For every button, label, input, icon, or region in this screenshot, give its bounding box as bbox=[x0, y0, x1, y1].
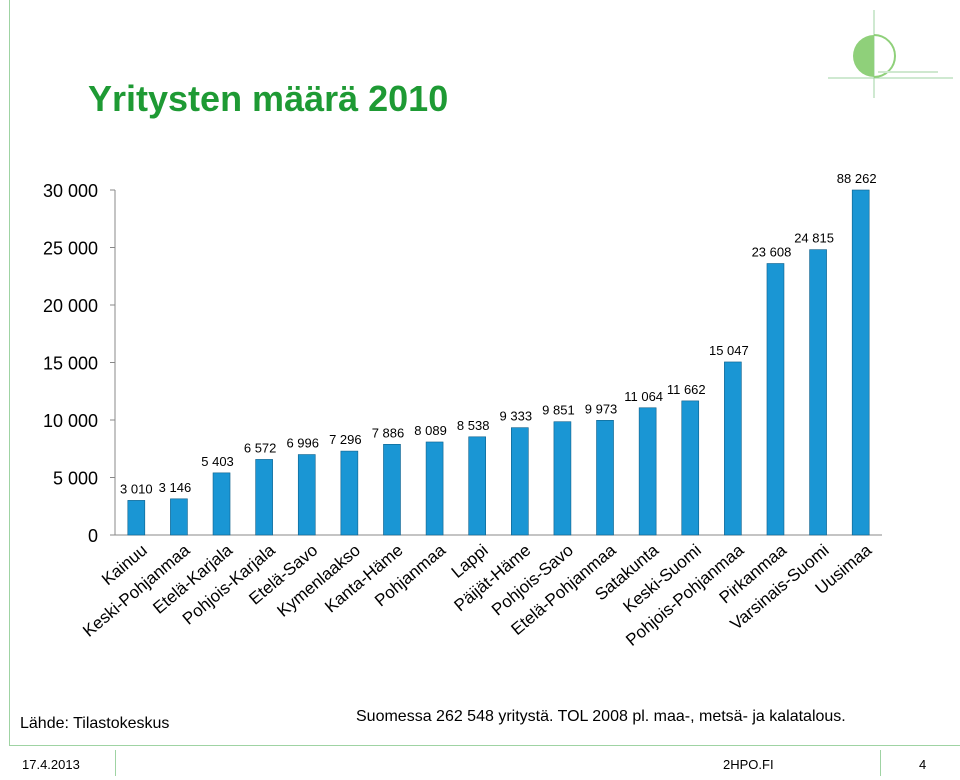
bar bbox=[255, 459, 273, 536]
bar-value-label: 7 296 bbox=[329, 432, 362, 447]
bar-value-label: 15 047 bbox=[709, 343, 749, 358]
bar-value-label: 5 403 bbox=[201, 454, 234, 469]
bar-value-label: 3 146 bbox=[159, 480, 192, 495]
bar-value-label: 11 064 bbox=[624, 389, 663, 404]
bar-value-label: 8 538 bbox=[457, 418, 490, 433]
bar bbox=[340, 450, 359, 536]
bar bbox=[212, 472, 231, 536]
y-tick-label: 20 000 bbox=[43, 296, 98, 316]
bar-value-label: 8 089 bbox=[414, 423, 447, 438]
y-tick-label: 5 000 bbox=[53, 469, 98, 489]
company-logo bbox=[828, 10, 953, 98]
bar bbox=[596, 420, 614, 536]
bar bbox=[724, 361, 742, 536]
bar-value-label: 3 010 bbox=[120, 481, 153, 496]
slide-frame-bottom bbox=[9, 745, 960, 746]
bar-value-label: 24 815 bbox=[794, 231, 834, 246]
bar-value-label: 9 851 bbox=[542, 403, 575, 418]
bar-value-label: 6 572 bbox=[244, 440, 277, 455]
slide-title: Yritysten määrä 2010 bbox=[88, 78, 449, 119]
y-tick-label: 0 bbox=[88, 526, 98, 546]
bar bbox=[425, 441, 444, 536]
bar-chart: 0 5 000 10 000 15 000 20 000 25 000 30 000 3 0… bbox=[43, 171, 882, 650]
bar bbox=[511, 427, 529, 536]
bar bbox=[638, 407, 657, 536]
y-tick-label: 10 000 bbox=[43, 411, 98, 431]
bar bbox=[297, 454, 316, 536]
bar-value-label: 11 662 bbox=[667, 382, 706, 397]
bar-value-label: 88 262 bbox=[837, 171, 877, 186]
footer-date: 17.4.2013 bbox=[22, 757, 80, 772]
source-note: Lähde: Tilastokeskus bbox=[20, 715, 170, 732]
footer-divider bbox=[880, 750, 881, 776]
footer-divider bbox=[115, 750, 116, 776]
bar bbox=[681, 400, 700, 536]
bar bbox=[766, 263, 785, 536]
bar bbox=[468, 436, 486, 536]
bar bbox=[851, 189, 870, 536]
footer-website: 2HPO.FI bbox=[723, 757, 774, 772]
bar bbox=[809, 249, 827, 536]
footnote: Suomessa 262 548 yritystä. TOL 2008 pl. … bbox=[356, 708, 846, 725]
y-tick-label: 15 000 bbox=[43, 354, 98, 374]
bar bbox=[383, 444, 401, 536]
bar-value-label: 23 608 bbox=[752, 245, 792, 260]
bar bbox=[127, 500, 146, 536]
y-tick-label: 30 000 bbox=[43, 181, 98, 201]
bar bbox=[553, 421, 572, 536]
page-number: 4 bbox=[919, 757, 927, 772]
bar-value-label: 6 996 bbox=[286, 436, 319, 451]
bar-value-label: 7 886 bbox=[372, 425, 405, 440]
bar bbox=[170, 498, 188, 536]
bar-value-label: 9 333 bbox=[500, 409, 533, 424]
y-tick-label: 25 000 bbox=[43, 239, 98, 259]
bar-value-label: 9 973 bbox=[585, 401, 618, 416]
slide-frame-left bbox=[9, 0, 10, 745]
